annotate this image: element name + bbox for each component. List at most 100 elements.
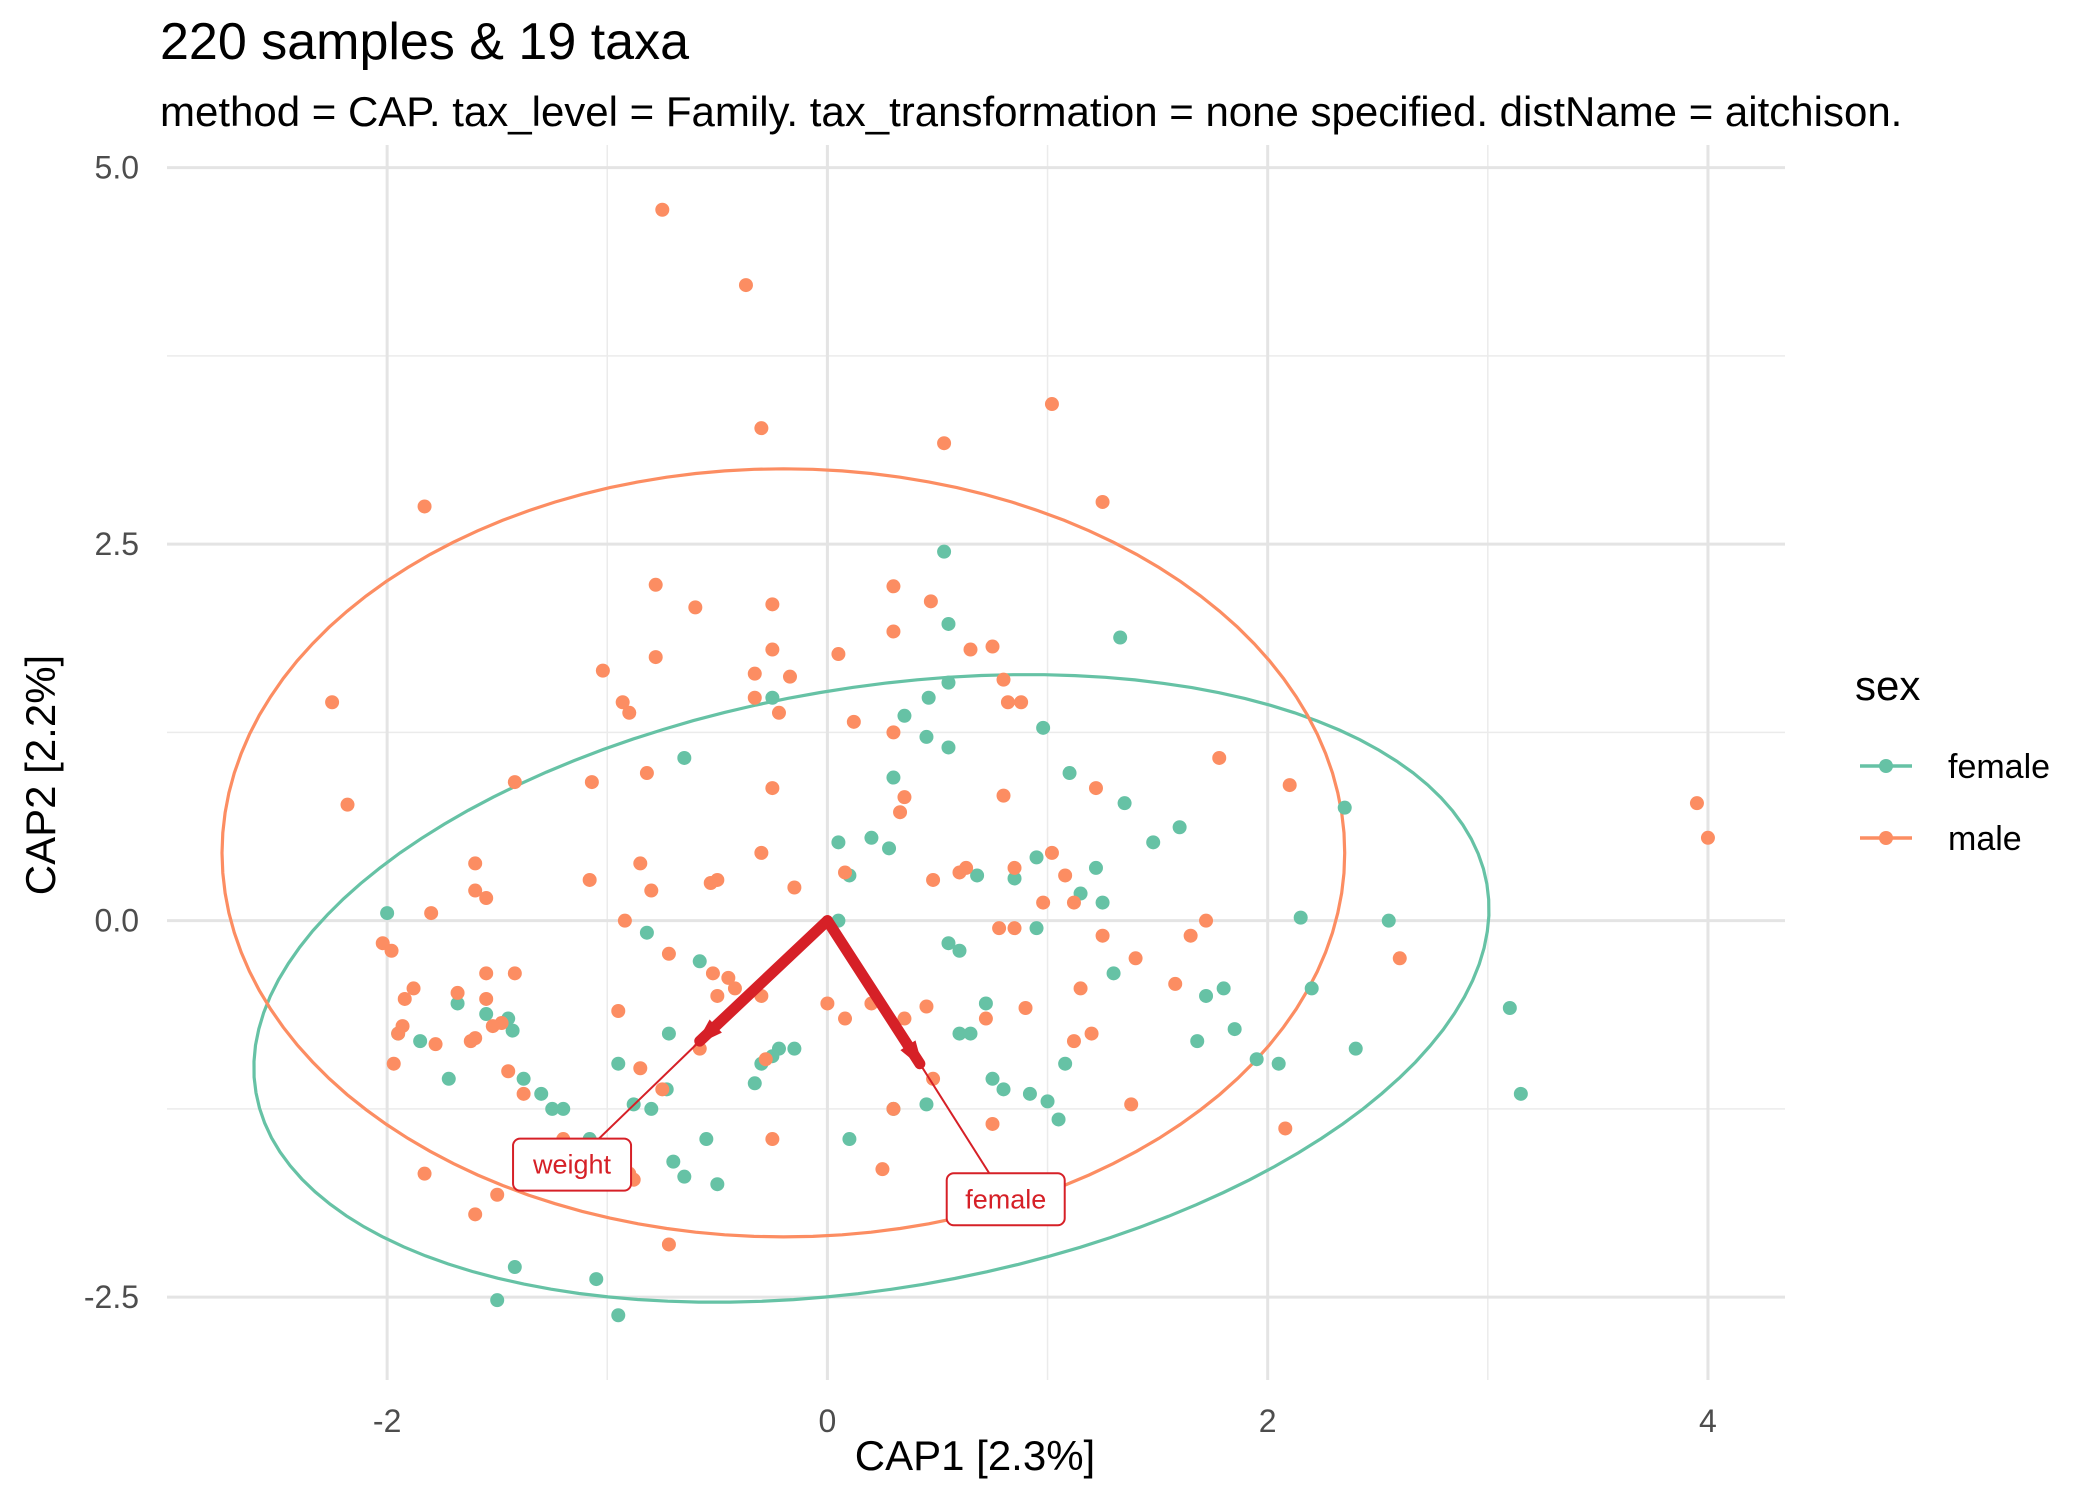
point-female xyxy=(556,1101,571,1116)
point-female xyxy=(661,1026,676,1041)
point-female xyxy=(516,1071,531,1086)
point-female xyxy=(941,616,956,631)
point-male xyxy=(655,1082,670,1097)
y-tick-label: 5.0 xyxy=(95,150,139,186)
point-male xyxy=(325,695,340,710)
arrow-head-weight xyxy=(695,1019,722,1046)
point-female xyxy=(534,1086,549,1101)
point-female xyxy=(1502,1000,1517,1015)
x-tick-label: 4 xyxy=(1699,1403,1717,1439)
point-male xyxy=(661,1237,676,1252)
point-female xyxy=(710,1177,725,1192)
point-male xyxy=(479,991,494,1006)
y-axis-label: CAP2 [2.2%] xyxy=(17,655,64,895)
point-female xyxy=(1051,1112,1066,1127)
point-male xyxy=(1007,860,1022,875)
point-male xyxy=(622,705,637,720)
point-female xyxy=(1348,1041,1363,1056)
chart-subtitle: method = CAP. tax_level = Family. tax_tr… xyxy=(160,88,1903,135)
point-male xyxy=(923,594,938,609)
point-male xyxy=(978,1011,993,1026)
point-male xyxy=(765,781,780,796)
point-male xyxy=(886,579,901,594)
point-male xyxy=(1689,796,1704,811)
point-male xyxy=(468,883,483,898)
biplot-arrows: weight female xyxy=(512,915,1066,1227)
point-female xyxy=(1271,1056,1286,1071)
x-axis-ticks: -2 0 2 4 xyxy=(373,1403,1717,1439)
point-female xyxy=(941,675,956,690)
point-male xyxy=(615,695,630,710)
point-male xyxy=(985,639,1000,654)
point-male xyxy=(886,624,901,639)
point-male xyxy=(1036,895,1051,910)
point-male xyxy=(450,985,465,1000)
point-male xyxy=(846,714,861,729)
point-male xyxy=(1088,781,1103,796)
point-female xyxy=(490,1293,505,1308)
point-male xyxy=(886,725,901,740)
ellipse-male xyxy=(220,467,1347,1239)
group-ellipses xyxy=(220,467,1491,1304)
x-tick-label: 2 xyxy=(1259,1403,1277,1439)
point-male xyxy=(1095,928,1110,943)
point-male xyxy=(831,647,846,662)
point-female xyxy=(1199,988,1214,1003)
point-male xyxy=(485,1019,500,1034)
point-female xyxy=(970,868,985,883)
point-female xyxy=(677,750,692,765)
point-male xyxy=(820,996,835,1011)
point-male xyxy=(340,797,355,812)
legend-title: sex xyxy=(1855,662,1920,709)
point-male xyxy=(406,981,421,996)
point-female xyxy=(644,1101,659,1116)
point-male xyxy=(727,981,742,996)
point-male xyxy=(1095,494,1110,509)
point-female xyxy=(1216,981,1231,996)
point-male xyxy=(1392,951,1407,966)
point-male xyxy=(1007,921,1022,936)
point-male xyxy=(584,775,599,790)
point-female xyxy=(747,1076,762,1091)
point-male xyxy=(782,669,797,684)
point-female xyxy=(842,1132,857,1147)
point-male xyxy=(648,650,663,665)
point-male xyxy=(648,577,663,592)
point-male xyxy=(959,860,974,875)
point-female xyxy=(677,1169,692,1184)
point-female xyxy=(589,1272,604,1287)
point-female xyxy=(1293,910,1308,925)
point-male xyxy=(490,1187,505,1202)
point-male xyxy=(758,1052,773,1067)
point-male xyxy=(644,883,659,898)
point-female xyxy=(897,708,912,723)
point-male xyxy=(1073,981,1088,996)
point-male xyxy=(1066,1034,1081,1049)
point-male xyxy=(771,705,786,720)
point-female xyxy=(919,1097,934,1112)
point-male xyxy=(838,1011,853,1026)
point-female xyxy=(1106,966,1121,981)
point-male xyxy=(468,856,483,871)
point-male xyxy=(479,966,494,981)
y-tick-label: 2.5 xyxy=(95,526,139,562)
point-male xyxy=(705,966,720,981)
point-male xyxy=(985,1116,1000,1131)
legend-key-point-male xyxy=(1879,831,1893,845)
arrow-label-box-female xyxy=(945,1172,1066,1227)
point-female xyxy=(937,544,952,559)
point-female xyxy=(1227,1022,1242,1037)
point-female xyxy=(611,1056,626,1071)
point-male xyxy=(992,921,1007,936)
point-male xyxy=(1278,1121,1293,1136)
point-male xyxy=(703,875,718,890)
point-male xyxy=(1044,397,1059,412)
point-male xyxy=(721,970,736,985)
point-female xyxy=(963,1026,978,1041)
point-female xyxy=(921,690,936,705)
point-male xyxy=(397,991,412,1006)
point-female xyxy=(1513,1086,1528,1101)
point-female xyxy=(864,830,879,845)
point-male xyxy=(468,1207,483,1222)
